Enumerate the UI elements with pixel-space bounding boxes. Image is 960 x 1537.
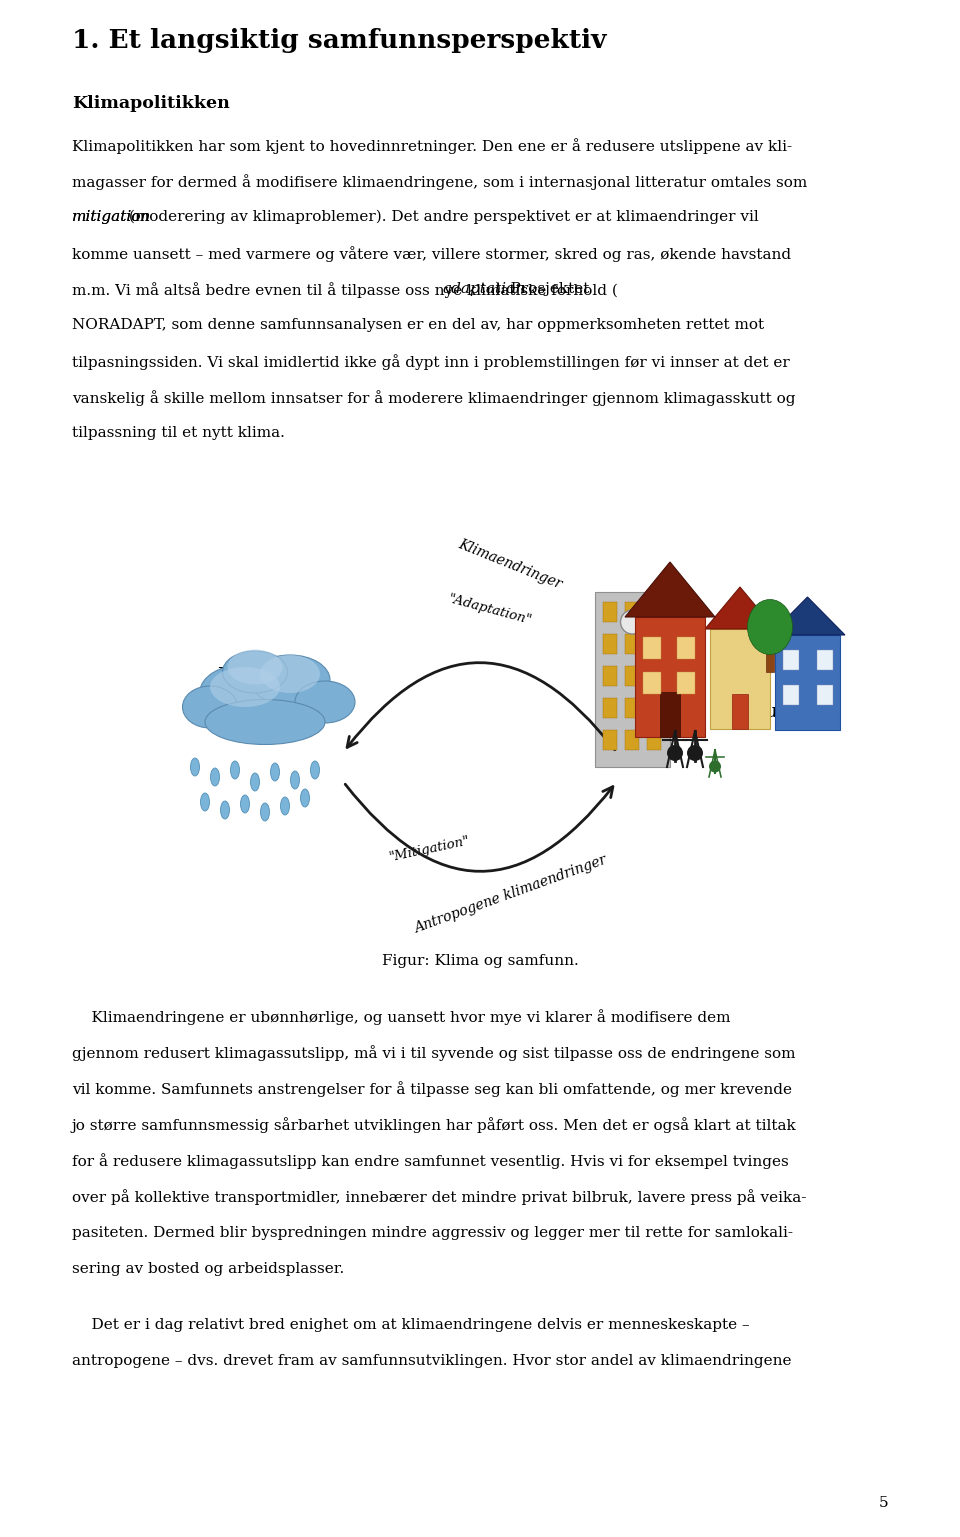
Bar — [647, 698, 661, 718]
Text: Klimaendringene er ubønnhørlige, og uansett hvor mye vi klarer å modifisere dem: Klimaendringene er ubønnhørlige, og uans… — [72, 1010, 731, 1025]
Polygon shape — [625, 563, 715, 616]
Text: tilpassning til et nytt klima.: tilpassning til et nytt klima. — [72, 426, 285, 440]
Bar — [595, 592, 670, 767]
Ellipse shape — [271, 762, 279, 781]
Ellipse shape — [228, 650, 282, 684]
Ellipse shape — [295, 681, 355, 722]
Text: Antropogene klimaendringer: Antropogene klimaendringer — [412, 853, 609, 936]
Circle shape — [667, 745, 683, 761]
Bar — [647, 730, 661, 750]
Bar — [643, 672, 661, 695]
Polygon shape — [770, 596, 845, 635]
Text: for å redusere klimagassutslipp kan endre samfunnet vesentlig. Hvis vi for eksem: for å redusere klimagassutslipp kan endr… — [72, 1153, 789, 1170]
Ellipse shape — [205, 699, 325, 744]
Text: Klima: Klima — [217, 667, 282, 686]
Bar — [775, 635, 840, 730]
Ellipse shape — [190, 758, 200, 776]
Bar — [783, 650, 799, 670]
FancyArrowPatch shape — [348, 662, 614, 750]
Text: m.m. Vi må altså bedre evnen til å tilpasse oss nye klimatiske forhold (: m.m. Vi må altså bedre evnen til å tilpa… — [72, 281, 618, 298]
Text: 5: 5 — [878, 1496, 888, 1509]
Ellipse shape — [182, 686, 237, 729]
Ellipse shape — [291, 772, 300, 788]
FancyArrowPatch shape — [346, 784, 612, 871]
Text: Klimapolitikken har som kjent to hovedinnretninger. Den ene er å redusere utslip: Klimapolitikken har som kjent to hovedin… — [72, 138, 792, 154]
Ellipse shape — [201, 793, 209, 812]
Ellipse shape — [210, 768, 220, 785]
Text: Klimapolitikken: Klimapolitikken — [72, 95, 229, 112]
Bar — [603, 633, 617, 655]
Bar — [625, 666, 639, 686]
Text: sering av bosted og arbeidsplasser.: sering av bosted og arbeidsplasser. — [72, 1262, 345, 1276]
Ellipse shape — [280, 798, 290, 815]
Text: Det er i dag relativt bred enighet om at klimaendringene delvis er menneskeskapt: Det er i dag relativt bred enighet om at… — [72, 1317, 750, 1331]
Bar — [643, 636, 661, 659]
Text: mitigation: mitigation — [72, 211, 152, 224]
Ellipse shape — [310, 761, 320, 779]
Bar — [817, 686, 833, 705]
Ellipse shape — [230, 761, 239, 779]
Bar — [647, 633, 661, 655]
Polygon shape — [705, 587, 775, 629]
Bar — [603, 730, 617, 750]
Text: mitigation (moderering av klimaproblemer). Det andre perspektivet er at klimaend: mitigation (moderering av klimaproblemer… — [72, 211, 785, 224]
Bar — [710, 629, 770, 729]
Text: Klimaendringer: Klimaendringer — [456, 538, 564, 592]
Ellipse shape — [260, 802, 270, 821]
Circle shape — [620, 610, 644, 633]
Circle shape — [709, 761, 721, 773]
Ellipse shape — [221, 801, 229, 819]
Text: 1. Et langsiktig samfunnsperspektiv: 1. Et langsiktig samfunnsperspektiv — [72, 28, 607, 52]
Bar — [625, 603, 639, 622]
Ellipse shape — [210, 667, 280, 707]
Text: Figur: Klima og samfunn.: Figur: Klima og samfunn. — [382, 954, 578, 968]
Bar — [603, 603, 617, 622]
Text: vanskelig å skille mellom innsatser for å moderere klimaendringer gjennom klimag: vanskelig å skille mellom innsatser for … — [72, 390, 796, 406]
Text: tilpasningssiden. Vi skal imidlertid ikke gå dypt inn i problemstillingen før vi: tilpasningssiden. Vi skal imidlertid ikk… — [72, 354, 790, 370]
Bar — [635, 616, 705, 738]
Ellipse shape — [748, 599, 793, 655]
Bar — [625, 633, 639, 655]
Bar — [783, 686, 799, 705]
Text: "Adaptation": "Adaptation" — [446, 592, 533, 627]
Text: jo større samfunnsmessig sårbarhet utviklingen har påført oss. Men det er også k: jo større samfunnsmessig sårbarhet utvik… — [72, 1117, 797, 1133]
Text: NORADAPT, som denne samfunnsanalysen er en del av, har oppmerksomheten rettet mo: NORADAPT, som denne samfunnsanalysen er … — [72, 318, 764, 332]
Text: (moderering av klimaproblemer). Det andre perspektivet er at klimaendringer vil: (moderering av klimaproblemer). Det andr… — [124, 211, 758, 224]
Ellipse shape — [200, 664, 290, 719]
Ellipse shape — [300, 788, 309, 807]
Bar — [625, 730, 639, 750]
Text: gjennom redusert klimagassutslipp, må vi i til syvende og sist tilpasse oss de e: gjennom redusert klimagassutslipp, må vi… — [72, 1045, 796, 1062]
Bar — [603, 666, 617, 686]
Text: "Mitigation": "Mitigation" — [389, 835, 471, 864]
Bar — [660, 692, 680, 738]
Bar — [677, 636, 695, 659]
Bar — [677, 672, 695, 695]
Bar — [766, 642, 774, 672]
Ellipse shape — [251, 773, 259, 792]
Text: magasser for dermed å modifisere klimaendringene, som i internasjonal litteratur: magasser for dermed å modifisere klimaen… — [72, 174, 807, 191]
Ellipse shape — [250, 655, 330, 705]
Text: Samfunn: Samfunn — [710, 702, 808, 721]
Bar — [647, 666, 661, 686]
Bar — [647, 603, 661, 622]
Ellipse shape — [241, 795, 250, 813]
Ellipse shape — [260, 655, 320, 693]
Circle shape — [687, 745, 703, 761]
Text: adaptation: adaptation — [443, 281, 526, 297]
Bar — [625, 698, 639, 718]
Text: over på kollektive transportmidler, innebærer det mindre privat bilbruk, lavere : over på kollektive transportmidler, inne… — [72, 1190, 806, 1205]
Ellipse shape — [223, 652, 287, 693]
Text: pasiteten. Dermed blir byspredningen mindre aggressiv og legger mer til rette fo: pasiteten. Dermed blir byspredningen min… — [72, 1225, 793, 1239]
Text: vil komme. Samfunnets anstrengelser for å tilpasse seg kan bli omfattende, og me: vil komme. Samfunnets anstrengelser for … — [72, 1082, 792, 1097]
Text: ). Prosjektet: ). Prosjektet — [494, 281, 589, 297]
Bar — [732, 695, 748, 729]
Bar — [817, 650, 833, 670]
Text: mitigation: mitigation — [72, 211, 152, 224]
Bar — [603, 698, 617, 718]
Text: antropogene – dvs. drevet fram av samfunnsutviklingen. Hvor stor andel av klimae: antropogene – dvs. drevet fram av samfun… — [72, 1354, 791, 1368]
Text: komme uansett – med varmere og våtere vær, villere stormer, skred og ras, økende: komme uansett – med varmere og våtere væ… — [72, 246, 791, 261]
